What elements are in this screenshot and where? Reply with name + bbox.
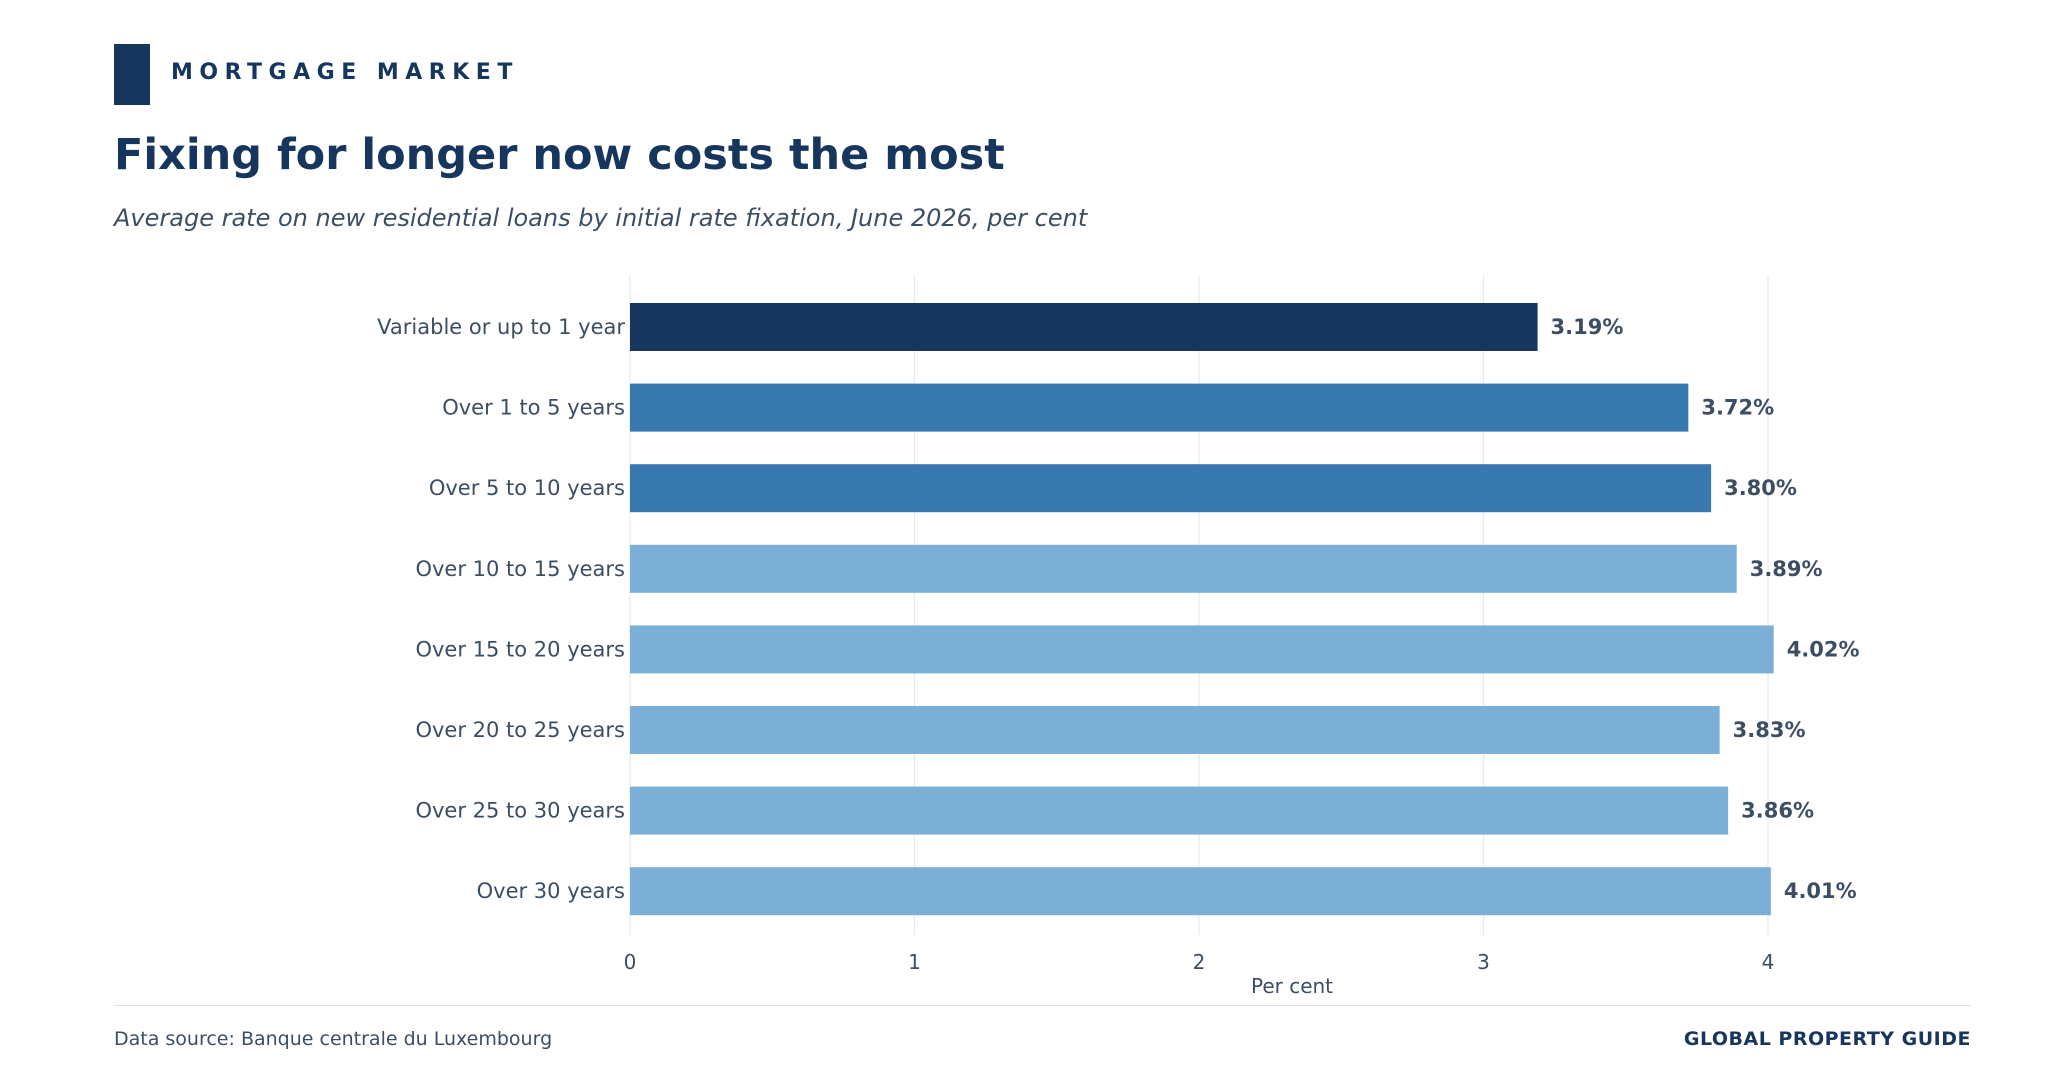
category-label: Over 25 to 30 years	[415, 799, 625, 823]
value-label: 3.86%	[1741, 799, 1814, 823]
value-label: 3.80%	[1724, 476, 1797, 500]
value-label: 3.83%	[1733, 718, 1806, 742]
x-tick-label: 3	[1477, 950, 1490, 974]
bar	[630, 464, 1712, 513]
category-label: Over 1 to 5 years	[442, 396, 625, 420]
x-tick-label: 0	[624, 950, 637, 974]
category-label: Over 20 to 25 years	[415, 718, 625, 742]
bar	[630, 383, 1689, 432]
category-label: Over 30 years	[477, 879, 625, 903]
category-label: Over 5 to 10 years	[429, 476, 625, 500]
x-axis-title: Per cent	[1251, 974, 1333, 998]
footer-divider	[114, 1005, 1971, 1006]
value-label: 4.02%	[1787, 637, 1860, 661]
bar	[630, 544, 1737, 593]
bar	[630, 786, 1729, 835]
chart-title: Fixing for longer now costs the most	[114, 130, 1005, 180]
x-tick-label: 4	[1762, 950, 1775, 974]
bar	[630, 303, 1538, 351]
category-label: Variable or up to 1 year	[377, 315, 625, 339]
bar	[630, 867, 1771, 916]
bar	[630, 706, 1720, 754]
bar-chart: 0 1 2 3 4 Variable or up to 1 year 3.19% Over 1…	[377, 275, 1860, 998]
data-source: Data source: Banque centrale du Luxembou…	[114, 1028, 553, 1050]
category-label: Over 10 to 15 years	[415, 557, 625, 581]
chart-subtitle: Average rate on new residential loans by…	[114, 204, 1088, 232]
value-label: 3.72%	[1701, 396, 1774, 420]
x-tick-label: 1	[908, 950, 921, 974]
brand-block	[114, 44, 150, 105]
bar	[630, 625, 1774, 674]
publisher-name: GLOBAL PROPERTY GUIDE	[1683, 1028, 1971, 1050]
category-label: Over 15 to 20 years	[415, 637, 625, 661]
section-kicker: MORTGAGE MARKET	[171, 60, 519, 85]
value-label: 3.19%	[1551, 315, 1624, 339]
value-label: 3.89%	[1750, 557, 1823, 581]
x-tick-label: 2	[1193, 950, 1206, 974]
value-label: 4.01%	[1784, 879, 1857, 903]
